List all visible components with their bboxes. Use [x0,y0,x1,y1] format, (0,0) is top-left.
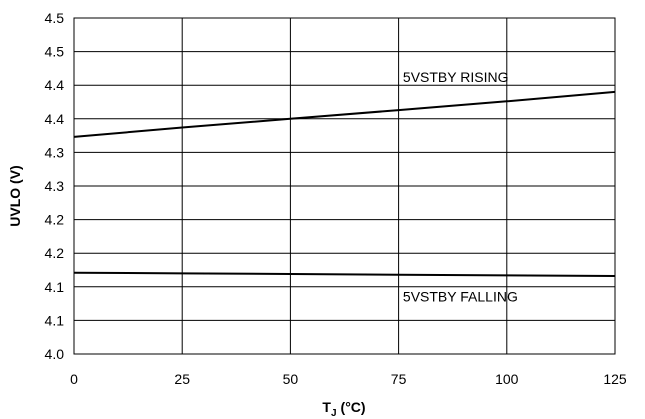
y-tick-label: 4.4 [45,111,65,127]
y-tick-label: 4.0 [45,346,65,362]
x-tick-label: 75 [391,371,407,387]
annotation-5vstby-falling: 5VSTBY FALLING [403,289,518,305]
x-axis-label: TJ (°C) [322,399,365,419]
annotation-5vstby-rising: 5VSTBY RISING [403,69,509,85]
x-tick-labels: 0 25 50 75 100 125 [70,371,627,387]
y-tick-label: 4.3 [45,144,65,160]
series-annotations: 5VSTBY RISING 5VSTBY FALLING [403,69,518,305]
y-tick-label: 4.5 [45,10,65,26]
x-axis-label-subscript: J [331,408,337,419]
x-tick-label: 125 [603,371,627,387]
y-tick-label: 4.3 [45,178,65,194]
y-tick-label: 4.5 [45,44,65,60]
y-tick-label: 4.1 [45,312,65,328]
x-tick-label: 25 [174,371,190,387]
plot-frame [73,17,616,355]
x-tick-label: 0 [70,371,78,387]
y-tick-label: 4.2 [45,212,65,228]
x-tick-label: 100 [495,371,519,387]
grid-lines [73,17,616,355]
series-group [73,90,616,277]
x-axis-label-unit: (°C) [341,399,366,415]
y-tick-labels: 4.0 4.1 4.1 4.2 4.2 4.3 4.3 4.4 4.4 4.5 4.5 [45,10,65,362]
series-line-5vstby-rising [73,90,616,138]
x-axis-label-main: T [322,399,331,415]
y-tick-label: 4.4 [45,77,65,93]
y-tick-label: 4.1 [45,279,65,295]
series-line-5vstby-falling [73,271,616,277]
y-axis-label: UVLO (V) [7,165,23,226]
x-tick-label: 50 [283,371,299,387]
y-tick-label: 4.2 [45,245,65,261]
